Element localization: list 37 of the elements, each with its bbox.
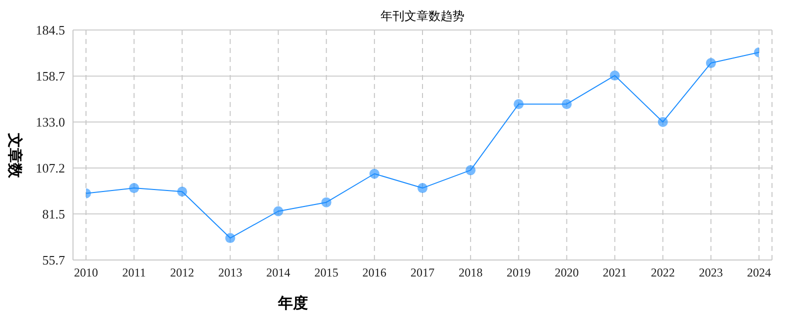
point <box>129 183 140 194</box>
y-tick-label: 158.7 <box>36 68 66 84</box>
y-tick-label: 133.0 <box>36 114 65 130</box>
point <box>418 183 428 194</box>
point <box>321 197 332 208</box>
y-axis-title: 文章数 <box>5 133 24 178</box>
x-tick-label: 2017 <box>410 266 434 280</box>
x-tick-label: 2014 <box>266 266 290 280</box>
point <box>562 99 572 110</box>
point <box>369 168 380 179</box>
x-tick-label: 2016 <box>362 266 386 280</box>
x-tick-label: 2020 <box>554 266 579 280</box>
x-tick-label: 2023 <box>698 266 723 280</box>
y-tick-label: 81.5 <box>42 206 65 222</box>
x-tick-label: 2012 <box>170 266 194 280</box>
x-tick-label: 2024 <box>747 266 771 280</box>
point <box>658 116 668 127</box>
x-tick-label: 2019 <box>506 266 531 280</box>
point <box>514 99 524 110</box>
x-tick-label: 2010 <box>74 266 98 280</box>
point <box>177 186 188 197</box>
point <box>225 233 236 244</box>
y-tick-label: 184.5 <box>36 22 65 38</box>
point <box>466 165 476 176</box>
x-axis-title: 年度 <box>278 294 308 313</box>
x-tick-label: 2015 <box>314 266 338 280</box>
x-tick-label: 2013 <box>218 266 242 280</box>
y-tick-label: 107.2 <box>36 160 65 176</box>
point <box>273 206 284 216</box>
chart-title: 年刊文章数趋势 <box>380 8 466 25</box>
x-tick-label: 2011 <box>122 266 146 280</box>
x-tick-label: 2018 <box>458 266 483 280</box>
point <box>610 70 620 81</box>
y-tick-label: 55.7 <box>42 252 66 268</box>
x-tick-label: 2021 <box>602 266 627 280</box>
x-tick-label: 2022 <box>650 266 675 280</box>
point <box>706 58 716 68</box>
